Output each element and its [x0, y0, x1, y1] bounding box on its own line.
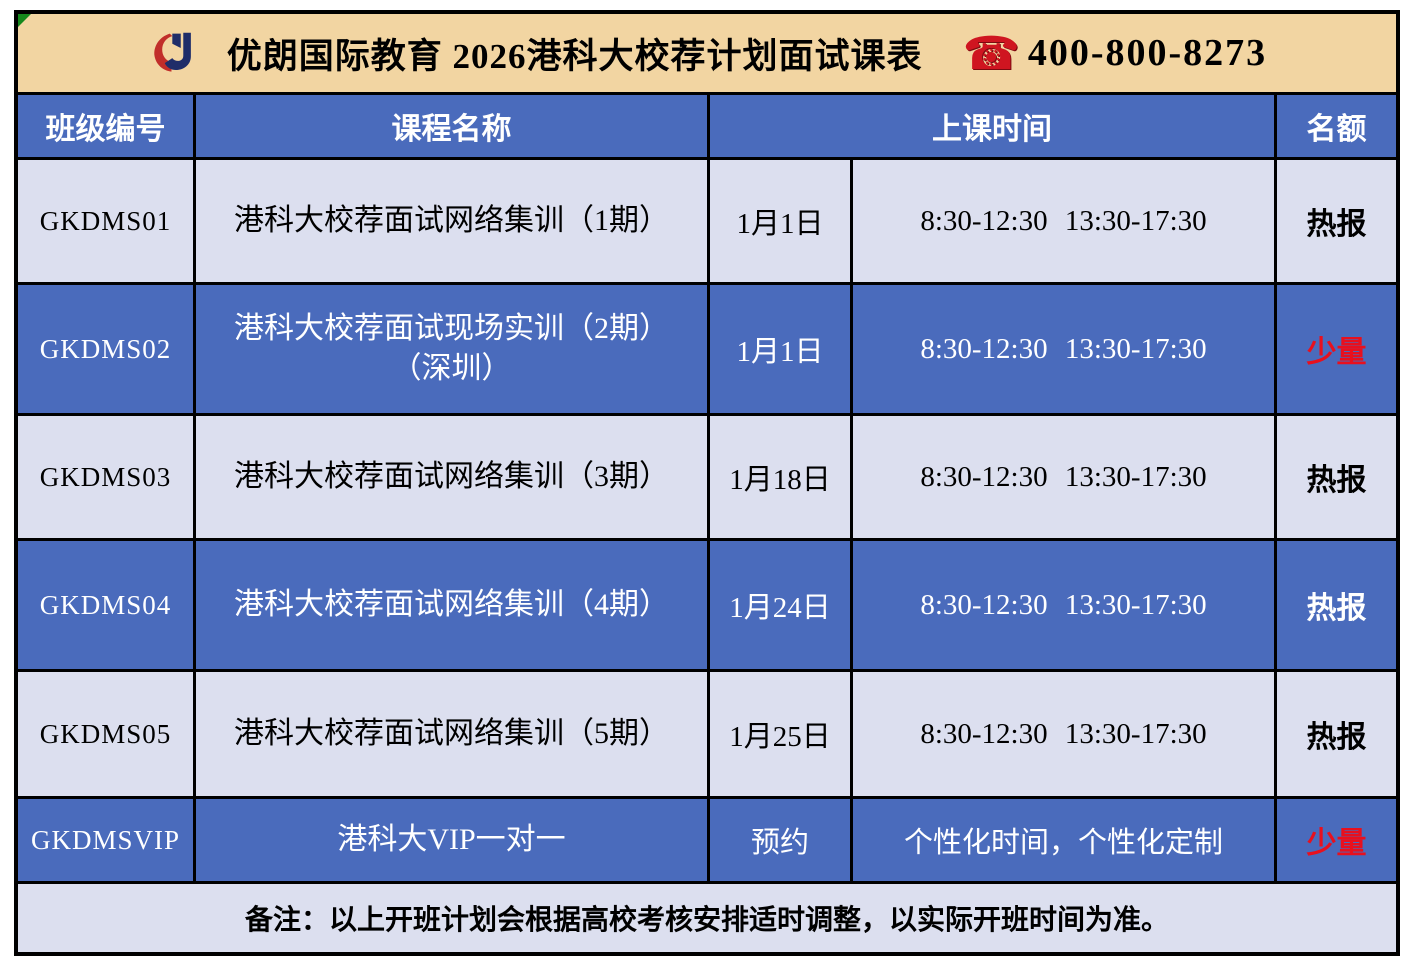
table-header-row: 班级编号 课程名称 上课时间 名额 — [18, 95, 1396, 160]
col-header-course: 课程名称 — [196, 95, 710, 157]
course-cell: 港科大校荐面试网络集训（1期） — [196, 160, 710, 282]
course-cell: 港科大校荐面试现场实训（2期） （深圳） — [196, 285, 710, 413]
course-cell: 港科大校荐面试网络集训（3期） — [196, 416, 710, 538]
time-cell: 8:30-12:30 13:30-17:30 — [853, 416, 1277, 538]
ulang-logo-icon — [154, 32, 191, 72]
course-line-2: （深圳） — [391, 352, 512, 385]
date-cell: 1月18日 — [710, 416, 853, 538]
time-cell: 8:30-12:30 13:30-17:30 — [853, 285, 1277, 413]
date-cell: 1月1日 — [710, 160, 853, 282]
course-cell: 港科大校荐面试网络集训（4期） — [196, 541, 710, 669]
col-header-class-id: 班级编号 — [18, 95, 196, 157]
course-line: 港科大校荐面试网络集训（1期） — [234, 203, 669, 237]
course-line: 港科大校荐面试现场实训（2期） — [234, 311, 669, 345]
course-line: 港科大校荐面试网络集训（4期） — [234, 587, 669, 621]
table-row: GKDMS01 港科大校荐面试网络集训（1期） 1月1日 8:30-12:30 … — [18, 160, 1396, 285]
class-id-cell: GKDMS01 — [18, 160, 196, 282]
course-line: 港科大校荐面试网络集训（3期） — [234, 459, 669, 493]
course-cell: 港科大VIP一对一 — [196, 799, 710, 881]
date-cell: 1月1日 — [710, 285, 853, 413]
date-cell: 1月24日 — [710, 541, 853, 669]
table-row: GKDMSVIP 港科大VIP一对一 预约 个性化时间，个性化定制 少量 — [18, 799, 1396, 884]
note-row: 备注：以上开班计划会根据高校考核安排适时调整，以实际开班时间为准。 — [18, 884, 1396, 952]
corner-flag-icon — [18, 14, 31, 27]
col-header-quota: 名额 — [1306, 113, 1367, 146]
time-cell: 8:30-12:30 13:30-17:30 — [853, 672, 1277, 796]
table-row: GKDMS04 港科大校荐面试网络集训（4期） 1月24日 8:30-12:30… — [18, 541, 1396, 672]
class-id-cell: GKDMS04 — [18, 541, 196, 669]
date-cell: 预约 — [710, 799, 853, 881]
class-id-cell: GKDMS05 — [18, 672, 196, 796]
table-row: GKDMS03 港科大校荐面试网络集训（3期） 1月18日 8:30-12:30… — [18, 416, 1396, 541]
quota-cell: 热报 — [1306, 592, 1367, 625]
class-id-cell: GKDMS02 — [18, 285, 196, 413]
table-row: GKDMS05 港科大校荐面试网络集训（5期） 1月25日 8:30-12:30… — [18, 672, 1396, 799]
class-id-cell: GKDMSVIP — [18, 799, 196, 881]
course-line: 港科大校荐面试网络集训（5期） — [234, 716, 669, 750]
quota-cell: 热报 — [1306, 721, 1367, 754]
banner: 优朗国际教育 2026港科大校荐计划面试课表 ☎ 400-800-8273 — [18, 14, 1396, 95]
time-cell: 8:30-12:30 13:30-17:30 — [853, 160, 1277, 282]
quota-cell: 热报 — [1306, 464, 1367, 497]
date-cell: 1月25日 — [710, 672, 853, 796]
quota-cell: 热报 — [1306, 208, 1367, 241]
course-cell: 港科大校荐面试网络集训（5期） — [196, 672, 710, 796]
course-line: 港科大VIP一对一 — [337, 822, 566, 856]
time-cell: 8:30-12:30 13:30-17:30 — [853, 541, 1277, 669]
quota-cell: 少量 — [1306, 827, 1367, 860]
phone-block: ☎ 400-800-8273 — [963, 30, 1268, 76]
note-text: 备注：以上开班计划会根据高校考核安排适时调整，以实际开班时间为准。 — [244, 905, 1169, 936]
table-row: GKDMS02 港科大校荐面试现场实训（2期） （深圳） 1月1日 8:30-1… — [18, 285, 1396, 416]
telephone-icon: ☎ — [962, 26, 1020, 80]
schedule-sheet: 优朗国际教育 2026港科大校荐计划面试课表 ☎ 400-800-8273 班级… — [14, 10, 1400, 956]
col-header-time: 上课时间 — [710, 95, 1277, 157]
time-cell: 个性化时间，个性化定制 — [853, 799, 1277, 881]
class-id-cell: GKDMS03 — [18, 416, 196, 538]
page-title: 优朗国际教育 2026港科大校荐计划面试课表 — [226, 36, 923, 76]
quota-cell: 少量 — [1306, 336, 1367, 369]
phone-number: 400-800-8273 — [1027, 32, 1268, 74]
